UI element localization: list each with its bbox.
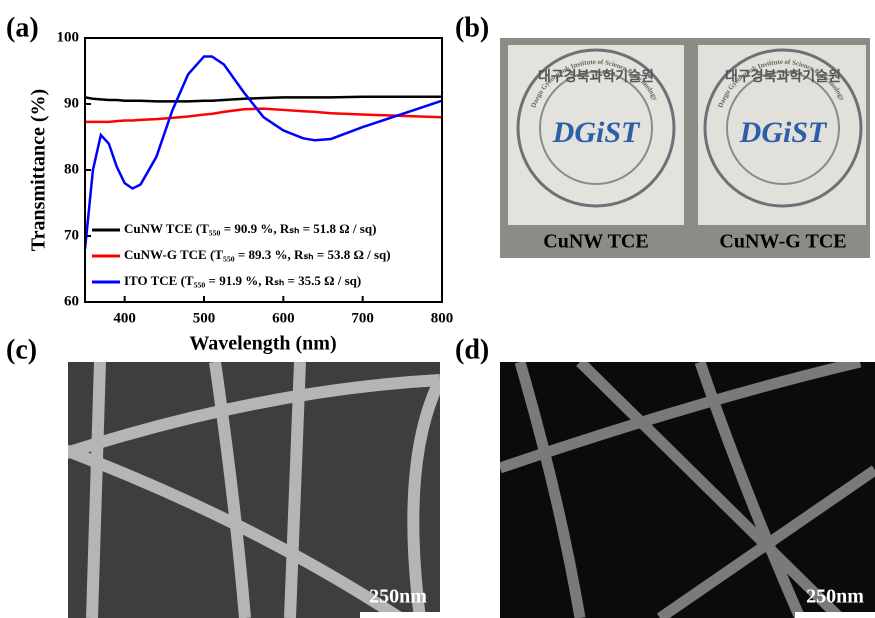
- page: {"chart_data": {"type": "line", "panel_l…: [0, 0, 875, 618]
- panel-label: (a): [6, 12, 39, 43]
- sem-image: [500, 362, 875, 618]
- sem-image: [60, 362, 440, 618]
- panel-label: (c): [6, 334, 37, 365]
- logo: DGiST: [739, 116, 828, 149]
- x-tick-label: 500: [193, 310, 216, 326]
- y-axis-label: Transmittance (%): [28, 89, 50, 251]
- y-tick-label: 70: [64, 227, 79, 243]
- caption: CuNW-G TCE: [719, 231, 846, 253]
- caption: CuNW TCE: [543, 231, 648, 253]
- data-line: [85, 97, 442, 102]
- figure: (a) Transmittance (%) Wavelength (nm) 40…: [0, 0, 875, 618]
- legend-label: CuNW TCE (T₅₅₀ = 90.9 %, Rₛₕ = 51.8 Ω / …: [124, 221, 376, 236]
- panel-label: (d): [455, 334, 489, 365]
- plot-area: 400 500 600 700 800 60 70 80 90 100 CuNW TCE (T₅₅₀…: [57, 29, 454, 326]
- y-tick-label: 60: [64, 293, 79, 309]
- x-tick-label: 700: [351, 310, 374, 326]
- legend-label: ITO TCE (T₅₅₀ = 91.9 %, Rₛₕ = 35.5 Ω / s…: [124, 273, 361, 288]
- plot-frame: [85, 38, 442, 302]
- x-tick-label: 400: [113, 310, 136, 326]
- x-tick-label: 800: [431, 310, 454, 326]
- y-tick-label: 90: [64, 95, 79, 111]
- logo: DGiST: [552, 116, 641, 149]
- scale-bar-label: 250nm: [806, 586, 864, 608]
- legend-label: CuNW-G TCE (T₅₅₀ = 89.3 %, Rₛₕ = 53.8 Ω …: [124, 247, 391, 262]
- y-tick-label: 100: [57, 29, 80, 45]
- x-axis-label: Wavelength (nm): [189, 333, 336, 355]
- panel-label: (b): [455, 12, 489, 43]
- scale-bar-label: 250nm: [369, 586, 427, 608]
- y-tick-label: 80: [64, 161, 79, 177]
- x-tick-label: 600: [272, 310, 295, 326]
